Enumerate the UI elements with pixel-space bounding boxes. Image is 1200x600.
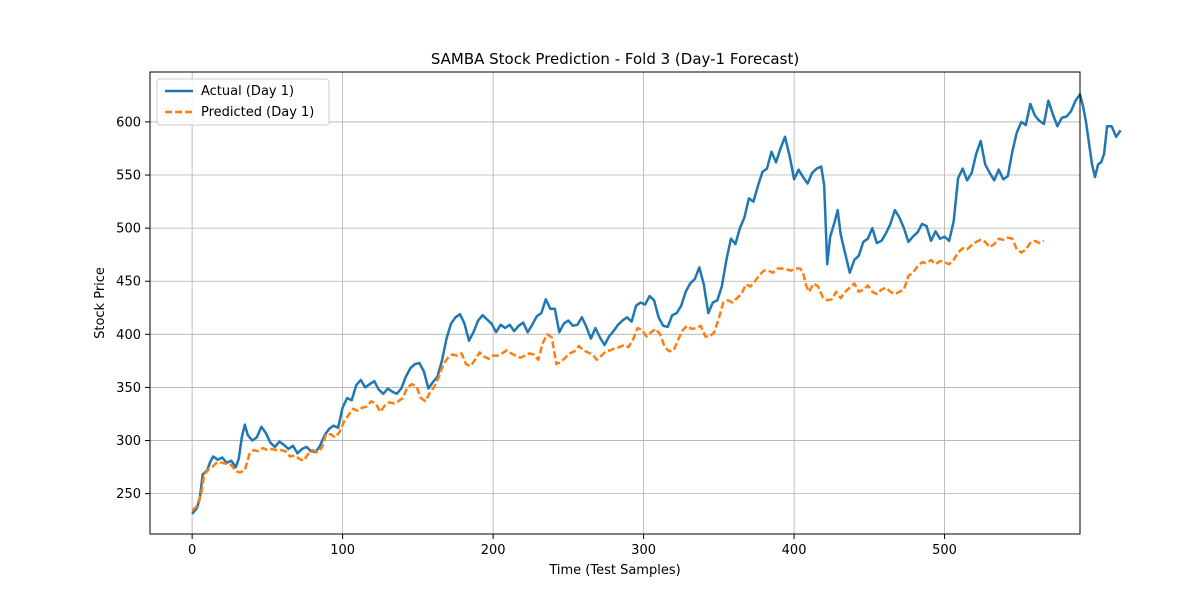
chart-title: SAMBA Stock Prediction - Fold 3 (Day-1 F…	[431, 50, 799, 68]
plot-area	[191, 93, 1122, 515]
y-tick-label: 300	[116, 434, 141, 449]
x-tick-label: 100	[330, 543, 355, 558]
legend-label-predicted: Predicted (Day 1)	[201, 105, 314, 120]
y-tick-label: 550	[116, 169, 141, 184]
y-tick-label: 500	[116, 222, 141, 237]
legend-label-actual: Actual (Day 1)	[201, 84, 294, 99]
plot-frame	[149, 71, 1081, 535]
y-axis-label: Stock Price	[93, 267, 108, 339]
series-line-predicted	[191, 236, 1045, 512]
x-tick-label: 400	[782, 543, 807, 558]
x-axis-ticks: 0 100 200 300 400 500	[188, 534, 957, 558]
x-axis-label: Time (Test Samples)	[548, 563, 680, 578]
y-tick-label: 450	[116, 275, 141, 290]
x-tick-label: 500	[932, 543, 957, 558]
y-axis-ticks: 250 300 350 400 450 500 550 600	[116, 115, 150, 502]
y-tick-label: 350	[116, 381, 141, 396]
y-tick-label: 400	[116, 328, 141, 343]
y-tick-label: 250	[116, 487, 141, 502]
y-tick-label: 600	[116, 115, 141, 130]
series-line-actual	[191, 93, 1122, 515]
legend-box	[156, 78, 330, 126]
grid-lines	[150, 72, 1080, 534]
x-tick-label: 200	[481, 543, 506, 558]
legend: Actual (Day 1) Predicted (Day 1)	[156, 78, 330, 126]
x-tick-label: 0	[188, 543, 196, 558]
x-tick-label: 300	[631, 543, 656, 558]
